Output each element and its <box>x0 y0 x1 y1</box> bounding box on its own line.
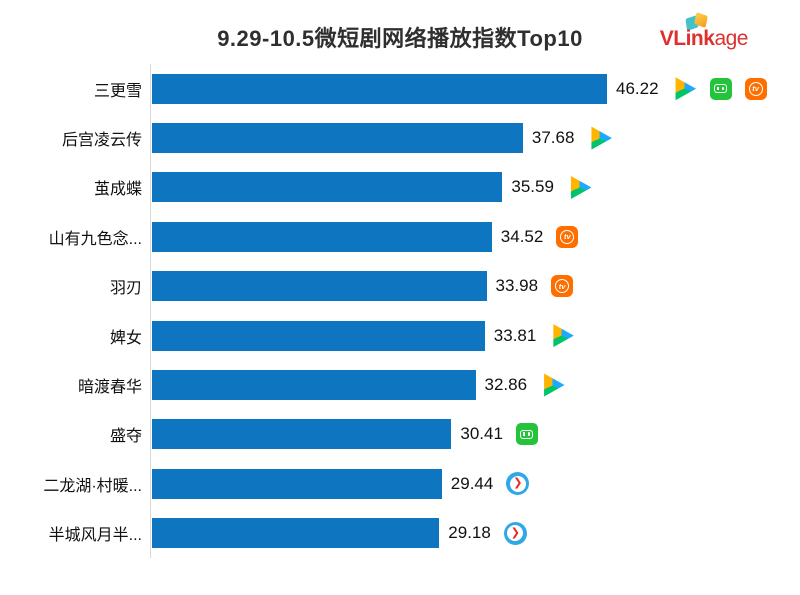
chart-row: 盛夺 30.41 <box>0 410 800 459</box>
tencent-video-icon <box>567 175 592 200</box>
chart-row: 山有九色念... 34.52 tv <box>0 212 800 261</box>
bar-value: 29.44 <box>450 473 494 493</box>
chart-row: 暗渡春华 32.86 <box>0 360 800 409</box>
tencent-video-icon <box>672 76 697 101</box>
tencent-video-icon-glyph <box>675 77 697 101</box>
logo-text-rest: age <box>714 27 748 50</box>
blue-circle-play-icon-glyph: ❯ <box>507 525 524 542</box>
bar <box>152 73 607 104</box>
tencent-video-icon <box>540 373 565 398</box>
bar <box>152 271 487 302</box>
bar <box>152 123 523 154</box>
mango-tv-icon-glyph: tv <box>560 229 575 244</box>
bar-label: 婢女 <box>109 329 142 347</box>
bar <box>152 221 492 252</box>
tencent-video-icon-glyph <box>591 126 612 150</box>
bar-area: 37.68 <box>152 123 612 154</box>
bar-area: 46.22 tv <box>152 73 767 104</box>
chart-row: 三更雪 46.22 tv <box>0 64 800 113</box>
bar-area: 29.44 ❯ <box>152 468 530 499</box>
bar-label: 盛夺 <box>109 428 142 446</box>
bar-label: 茧成蝶 <box>93 181 142 199</box>
bar-value: 37.68 <box>531 128 575 148</box>
bar <box>152 468 442 499</box>
mango-tv-icon-glyph: tv <box>748 81 763 96</box>
blue-circle-play-icon: ❯ <box>506 472 530 496</box>
logo-text-bold: VLink <box>659 27 715 50</box>
chart-row: 二龙湖·村暖... 29.44 ❯ <box>0 459 800 508</box>
bar-value: 32.86 <box>484 375 528 395</box>
vlinkage-logo-text: VLinkage <box>659 27 749 51</box>
bar <box>152 320 485 351</box>
bar-area: 34.52 tv <box>152 221 579 252</box>
bar-value: 33.98 <box>495 276 539 296</box>
chart-row: 后宫凌云传 37.68 <box>0 113 800 162</box>
tencent-video-icon <box>587 126 612 151</box>
bar-label: 二龙湖·村暖... <box>43 477 142 495</box>
tencent-video-icon-glyph <box>570 175 592 199</box>
bar-label: 后宫凌云传 <box>61 132 142 150</box>
tencent-video-icon <box>549 323 574 348</box>
bar-value: 29.18 <box>448 523 491 543</box>
chart-rows: 三更雪 46.22 tv 后宫凌云传 37.68 茧成蝶 35.59 山有九色念... 34.5… <box>0 64 800 558</box>
bar-area: 35.59 <box>152 172 592 203</box>
mango-tv-icon: tv <box>556 225 579 248</box>
tencent-video-icon-glyph <box>553 324 574 348</box>
tencent-video-icon-glyph <box>544 373 565 397</box>
iqiyi-icon-glyph <box>714 84 728 94</box>
bar-area: 29.18 ❯ <box>152 518 527 549</box>
bar-label: 三更雪 <box>93 82 142 100</box>
y-axis-line <box>150 64 151 558</box>
bar-value: 34.52 <box>500 226 544 246</box>
bar <box>152 419 452 450</box>
mango-tv-icon: tv <box>744 77 767 100</box>
bar <box>152 370 476 401</box>
blue-circle-play-icon-glyph: ❯ <box>509 475 526 492</box>
bar-value: 33.81 <box>493 325 537 345</box>
iqiyi-icon-glyph <box>520 429 534 439</box>
bar-value: 30.41 <box>460 424 503 444</box>
bar-label: 山有九色念... <box>48 230 142 248</box>
bar-value: 46.22 <box>616 78 659 98</box>
blue-circle-play-icon: ❯ <box>503 521 527 545</box>
chart-row: 半城风月半... 29.18 ❯ <box>0 509 800 558</box>
bar-label: 半城风月半... <box>48 527 142 545</box>
bar-chart: 三更雪 46.22 tv 后宫凌云传 37.68 茧成蝶 35.59 山有九色念... 34.5… <box>0 64 800 558</box>
chart-row: 羽刃 33.98 tv <box>0 262 800 311</box>
bar-label: 羽刃 <box>109 280 142 298</box>
bar <box>152 172 503 203</box>
chart-row: 婢女 33.81 <box>0 311 800 360</box>
iqiyi-icon <box>515 423 538 446</box>
chart-row: 茧成蝶 35.59 <box>0 163 800 212</box>
bar-value: 35.59 <box>511 177 554 197</box>
chart-title: 9.29-10.5微短剧网络播放指数Top10 <box>217 26 583 51</box>
bar-area: 33.81 <box>152 320 574 351</box>
mango-tv-icon-glyph: tv <box>555 279 570 294</box>
bar-area: 30.41 <box>152 419 538 450</box>
bar-label: 暗渡春华 <box>77 379 142 397</box>
iqiyi-icon <box>709 77 732 100</box>
bar-area: 32.86 <box>152 370 565 401</box>
bar <box>152 518 440 549</box>
mango-tv-icon: tv <box>551 275 574 298</box>
bar-area: 33.98 tv <box>152 271 574 302</box>
vlinkage-logo: VLinkage <box>648 12 749 53</box>
